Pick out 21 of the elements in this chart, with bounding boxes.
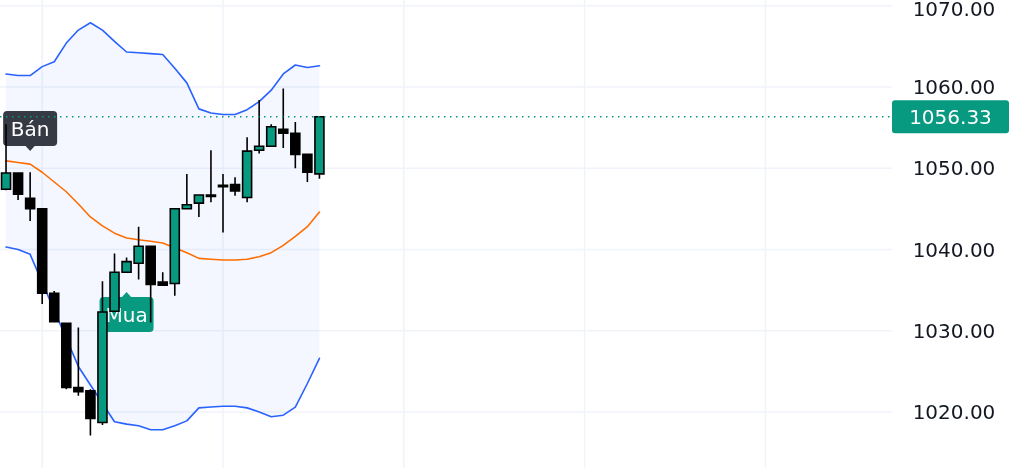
annotation: Bán bbox=[10, 116, 50, 141]
y-tick-label: 1050.00 bbox=[912, 156, 996, 181]
candlestick bbox=[48, 290, 60, 323]
line-series bbox=[5, 160, 321, 261]
line-series bbox=[5, 21, 321, 116]
candlestick bbox=[229, 176, 241, 197]
candlestick bbox=[12, 172, 24, 201]
y-tick-label: 1020.00 bbox=[912, 400, 996, 425]
ref-line-label: 1056.33 bbox=[909, 104, 992, 129]
candlestick bbox=[181, 173, 193, 210]
candlestick bbox=[36, 208, 48, 305]
candlestick bbox=[0, 123, 12, 191]
candlestick bbox=[217, 173, 229, 234]
candlestick bbox=[24, 171, 36, 222]
y-tick-label: 1070.00 bbox=[912, 0, 996, 22]
candlestick bbox=[205, 149, 217, 204]
candlestick bbox=[241, 136, 253, 204]
y-tick-label: 1060.00 bbox=[912, 75, 996, 100]
candlestick bbox=[193, 194, 205, 218]
y-tick-label: 1030.00 bbox=[912, 318, 996, 343]
y-tick-label: 1040.00 bbox=[912, 237, 996, 262]
